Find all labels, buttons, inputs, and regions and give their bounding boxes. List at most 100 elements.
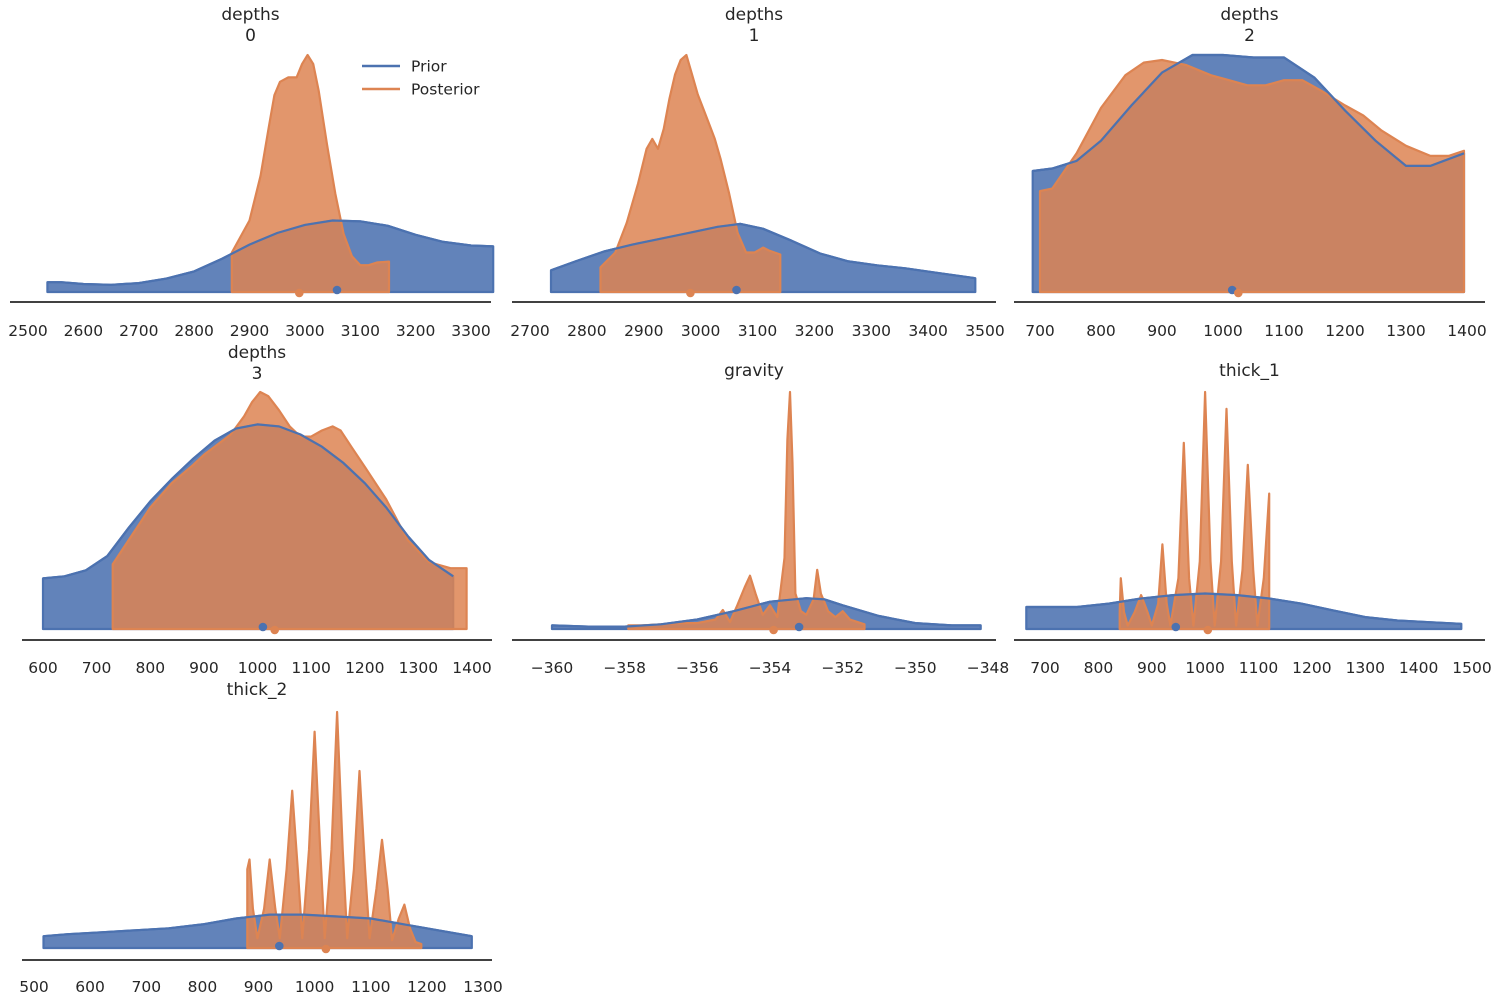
x-tick-label: 1400	[1447, 322, 1486, 340]
panel-title: 0	[245, 26, 256, 46]
x-tick-label: 2700	[510, 322, 549, 340]
panel-6: 500 600 700 800 900 1000 1100 1200 1300 thick_2	[19, 680, 503, 996]
x-tick-label: −354	[749, 659, 792, 677]
prior-point-estimate	[732, 285, 741, 295]
x-tick-label: 1200	[1292, 659, 1331, 677]
x-tick-label: 1100	[1264, 322, 1303, 340]
x-tick-label: 2700	[119, 322, 158, 340]
x-tick-label: −350	[894, 659, 937, 677]
posterior-point-estimate	[1234, 288, 1243, 298]
x-tick-label: −358	[603, 659, 646, 677]
prior-density-line	[43, 913, 472, 938]
panel-title: depths	[228, 343, 286, 363]
prior-point-estimate	[275, 941, 284, 951]
posterior-density-area	[246, 710, 423, 950]
x-tick-label: 1400	[1399, 659, 1438, 677]
posterior-point-estimate	[295, 288, 304, 298]
x-tick-label: 3100	[341, 322, 380, 340]
x-tick-label: 900	[189, 659, 219, 677]
x-tick-label: −352	[821, 659, 864, 677]
panel-title: depths	[221, 5, 279, 25]
x-tick-label: 1100	[351, 978, 390, 996]
prior-density-line	[42, 423, 454, 580]
x-tick-label: 800	[1086, 322, 1116, 340]
posterior-density-area	[1038, 58, 1466, 294]
x-tick-label: −360	[531, 659, 574, 677]
x-tick-label: 1000	[238, 659, 277, 677]
panel-title: thick_1	[1219, 361, 1280, 381]
panel-title: depths	[1220, 5, 1278, 25]
x-tick-label: 3100	[738, 322, 777, 340]
x-tick-label: −356	[676, 659, 719, 677]
x-tick-label: 700	[1025, 322, 1055, 340]
panel-title: depths	[725, 5, 783, 25]
panel-4: −360 −358 −356 −354 −352 −350 −348 gravity	[512, 361, 1009, 677]
x-tick-label: 3200	[795, 322, 834, 340]
x-tick-label: 1300	[1386, 322, 1425, 340]
x-tick-label: −348	[967, 659, 1010, 677]
x-tick-label: 800	[136, 659, 166, 677]
panel-0: 2500 2600 2700 2800 2900 3000 3100 3200 3300 dept…	[8, 5, 495, 340]
panel-5: 700 800 900 1000 1100 1200 1300 1400 1500 thick_1	[1014, 361, 1492, 677]
posterior-point-estimate	[321, 944, 331, 954]
posterior-density-area	[1118, 390, 1271, 631]
panel-title: 3	[252, 364, 263, 384]
x-tick-label: 900	[1147, 322, 1177, 340]
panel-title: 1	[749, 26, 760, 46]
x-tick-label: 3500	[965, 322, 1004, 340]
posterior-point-estimate	[769, 625, 778, 635]
panel-title: 2	[1244, 26, 1255, 46]
prior-density-line	[1032, 53, 1465, 173]
x-tick-label: 1500	[1452, 659, 1491, 677]
x-tick-label: 500	[19, 978, 49, 996]
x-tick-label: 600	[28, 659, 58, 677]
prior-point-estimate	[794, 622, 804, 632]
x-tick-label: 700	[1030, 659, 1060, 677]
posterior-point-estimate	[270, 625, 280, 635]
posterior-point-estimate	[1203, 625, 1213, 635]
panel-title: gravity	[724, 361, 784, 381]
x-tick-label: 2800	[174, 322, 213, 340]
prior-point-estimate	[1171, 622, 1181, 632]
legend-entry: Prior	[411, 58, 447, 76]
x-tick-label: 900	[244, 978, 274, 996]
x-tick-label: 800	[188, 978, 218, 996]
posterior-density-area	[599, 53, 782, 294]
x-tick-label: 3300	[451, 322, 490, 340]
x-tick-label: 800	[1084, 659, 1114, 677]
posterior-density-area	[230, 53, 391, 294]
x-tick-label: 3200	[396, 322, 435, 340]
prior-density-line	[551, 597, 981, 628]
x-tick-label: 1200	[407, 978, 446, 996]
x-tick-label: 3000	[681, 322, 720, 340]
x-tick-label: 900	[1137, 659, 1167, 677]
x-tick-label: 600	[75, 978, 105, 996]
posterior-density-area	[111, 390, 468, 631]
x-tick-label: 2600	[64, 322, 103, 340]
panel-title: thick_2	[227, 680, 288, 700]
x-tick-label: 2900	[230, 322, 269, 340]
x-tick-label: 3400	[908, 322, 947, 340]
prior-density-line	[47, 219, 494, 286]
x-tick-label: 2900	[624, 322, 663, 340]
x-tick-label: 2500	[8, 322, 47, 340]
x-tick-label: 1300	[399, 659, 438, 677]
x-tick-label: 3300	[852, 322, 891, 340]
prior-density-line	[550, 222, 976, 280]
prior-point-estimate	[258, 622, 268, 632]
legend-entry: Posterior	[411, 81, 480, 99]
x-tick-label: 2800	[567, 322, 606, 340]
x-tick-label: 3000	[285, 322, 324, 340]
x-tick-label: 1000	[1185, 659, 1224, 677]
x-tick-label: 1200	[1325, 322, 1364, 340]
x-tick-label: 1300	[1346, 659, 1385, 677]
prior-density-line	[1026, 592, 1462, 625]
x-tick-label: 1200	[345, 659, 384, 677]
x-tick-label: 700	[82, 659, 112, 677]
posterior-point-estimate	[686, 288, 695, 298]
legend: Prior Posterior	[362, 58, 480, 99]
panel-1: 2700 2800 2900 3000 3100 3200 3300 3400 3500 dept…	[510, 5, 1004, 340]
